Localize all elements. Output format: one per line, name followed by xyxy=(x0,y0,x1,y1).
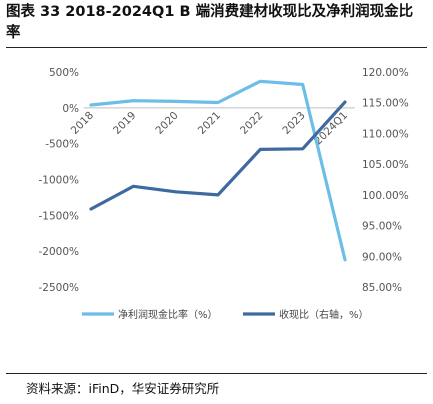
left-tick-label: -1500% xyxy=(39,210,80,222)
left-tick-label: 0% xyxy=(62,103,79,115)
right-tick-label: 85.00% xyxy=(362,282,402,294)
right-tick-label: 110.00% xyxy=(362,128,409,140)
x-tick-label: 2023 xyxy=(280,109,307,136)
series-line xyxy=(89,100,347,211)
x-tick-label: 2019 xyxy=(111,109,138,136)
x-tick-label: 2020 xyxy=(153,109,180,136)
right-tick-label: 115.00% xyxy=(362,98,409,110)
left-axis: 500% 0% -500% -1000% -1500% -2000% -2500% xyxy=(39,67,80,294)
left-tick-label: -2500% xyxy=(39,282,80,294)
legend: 净利润现金比率（%） 收现比（右轴，%） xyxy=(82,308,369,321)
title-divider xyxy=(6,47,427,48)
left-tick-label: -500% xyxy=(45,139,79,151)
right-tick-label: 100.00% xyxy=(362,190,409,202)
x-tick-label: 2022 xyxy=(238,109,265,136)
source-divider xyxy=(6,373,427,374)
legend-label: 收现比（右轴，%） xyxy=(279,308,369,321)
legend-label: 净利润现金比率（%） xyxy=(118,308,218,321)
series-lines xyxy=(89,79,347,262)
right-tick-label: 105.00% xyxy=(362,159,409,171)
source-note: 资料来源：iFinD，华安证券研究所 xyxy=(26,381,220,396)
x-tick-label: 2021 xyxy=(196,109,223,136)
left-tick-label: 500% xyxy=(49,67,79,79)
right-tick-label: 90.00% xyxy=(362,251,402,263)
left-tick-label: -1000% xyxy=(39,175,80,187)
right-tick-label: 120.00% xyxy=(362,67,409,79)
series-line xyxy=(89,79,347,262)
left-tick-label: -2000% xyxy=(39,246,80,258)
right-tick-label: 95.00% xyxy=(362,221,402,233)
chart-title: 图表 33 2018-2024Q1 B 端消费建材收现比及净利润现金比率 xyxy=(6,4,414,41)
right-axis: 120.00% 115.00% 110.00% 105.00% 100.00% 95.00… xyxy=(362,67,409,294)
